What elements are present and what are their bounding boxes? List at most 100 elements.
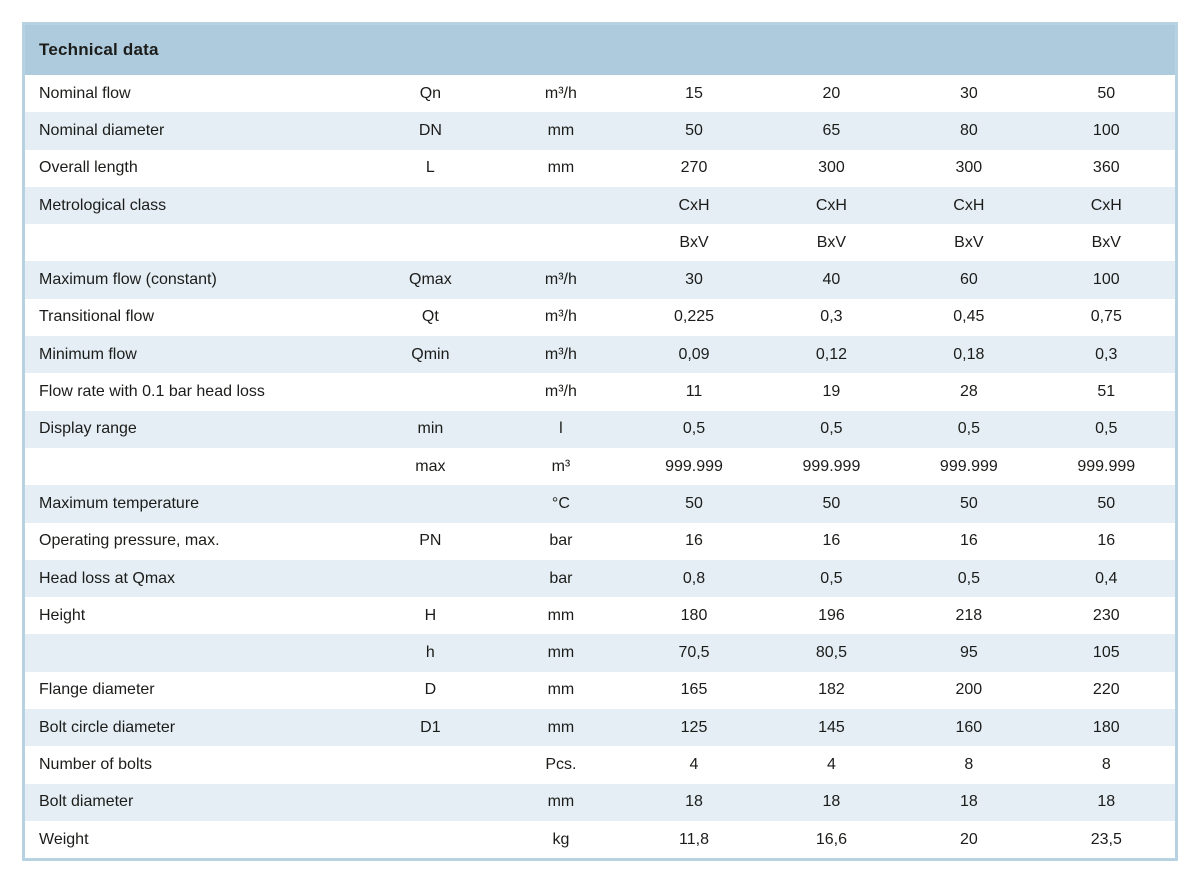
symbol-cell: [364, 373, 496, 410]
symbol-cell: Qmin: [411, 345, 450, 363]
value-cell: 4: [826, 755, 836, 773]
symbol-cell: Qt: [421, 308, 439, 326]
symbol-cell: D1: [420, 718, 441, 736]
symbol-cell: [364, 821, 496, 858]
value-cell: 0,5: [957, 569, 980, 587]
unit-cell: bar: [549, 569, 573, 587]
symbol-cell: [364, 746, 496, 783]
value-cell: 18: [959, 793, 978, 811]
param-name-cell: Metrological class: [39, 196, 167, 214]
value-cell: 999.999: [939, 457, 998, 475]
value-cell: 300: [955, 159, 983, 177]
table-row: Operating pressure, max. PN bar 16 16 16 16: [25, 522, 1175, 560]
value-cell: 0,5: [682, 420, 706, 438]
value-cell: 999.999: [802, 457, 861, 475]
value-cell: 8: [1101, 755, 1111, 773]
value-cell: 999.999: [1077, 457, 1136, 475]
param-name-cell: Bolt circle diameter: [39, 718, 176, 736]
value-cell: 196: [818, 606, 845, 624]
value-cell: BxV: [954, 233, 984, 251]
table-row: Display range min l 0,5 0,5 0,5 0,5: [25, 410, 1175, 448]
symbol-cell: [364, 224, 496, 261]
value-cell: 0,5: [820, 569, 843, 587]
param-name-cell: Maximum temperature: [39, 494, 200, 512]
unit-cell: m³/h: [544, 308, 577, 326]
unit-cell: [497, 224, 626, 261]
param-name-cell: Display range: [39, 420, 137, 438]
unit-cell: m³: [551, 457, 571, 475]
param-name-cell: [25, 224, 364, 261]
table-title: Technical data: [39, 40, 159, 59]
table-row: Head loss at Qmax bar 0,8 0,5 0,5 0,4: [25, 559, 1175, 598]
value-cell: 0,3: [1095, 345, 1118, 363]
value-cell: 30: [959, 84, 978, 102]
value-cell: CxH: [815, 196, 847, 214]
table-row: Flow rate with 0.1 bar head loss m³/h 11 19…: [25, 373, 1175, 411]
value-cell: 0,18: [953, 345, 985, 363]
unit-cell: mm: [547, 121, 575, 139]
unit-cell: mm: [547, 793, 575, 811]
value-cell: 4: [689, 755, 699, 773]
value-cell: 16: [685, 532, 703, 550]
param-name-cell: Minimum flow: [39, 345, 137, 363]
table-body: Nominal flow Qn m³/h 15 20 30 50 Nominal diamet…: [25, 75, 1175, 859]
value-cell: 200: [955, 681, 983, 699]
value-cell: 270: [680, 159, 708, 177]
value-cell: 220: [1092, 681, 1120, 699]
value-cell: 0,3: [820, 308, 843, 326]
value-cell: 218: [955, 606, 983, 624]
value-cell: 360: [1092, 159, 1120, 177]
value-cell: 18: [685, 793, 703, 811]
value-cell: 50: [959, 494, 978, 512]
unit-cell: l: [559, 420, 563, 438]
param-name-cell: Overall length: [39, 159, 138, 177]
value-cell: 8: [964, 755, 974, 773]
symbol-cell: L: [425, 159, 435, 177]
param-name-cell: Transitional flow: [39, 308, 155, 326]
technical-data-table: Technical data Nominal flow Qn m³/h 15 20 30 5…: [22, 22, 1178, 862]
symbol-cell: [364, 485, 496, 522]
value-cell: 300: [818, 159, 845, 177]
table-row: BxV BxV BxV BxV: [25, 224, 1175, 262]
table-row: Transitional flow Qt m³/h 0,225 0,3 0,45 0,75: [25, 298, 1175, 337]
table-row: h mm 70,5 80,5 95 105: [25, 634, 1175, 672]
param-name-cell: [25, 634, 364, 671]
value-cell: 0,225: [673, 308, 715, 326]
value-cell: 50: [685, 494, 703, 512]
value-cell: 50: [1097, 84, 1116, 102]
value-cell: 65: [822, 121, 841, 139]
param-name-cell: Flow rate with 0.1 bar head loss: [39, 383, 265, 401]
value-cell: 0,45: [953, 308, 985, 326]
param-name-cell: Nominal diameter: [39, 121, 165, 139]
value-cell: 0,75: [1090, 308, 1122, 326]
value-cell: 51: [1097, 383, 1116, 401]
value-cell: 28: [959, 383, 978, 401]
table-row: Maximum temperature °C 50 50 50 50: [25, 485, 1175, 523]
unit-cell: m³/h: [544, 84, 577, 102]
value-cell: 160: [955, 718, 983, 736]
table-row: Nominal diameter DN mm 50 65 80 100: [25, 112, 1175, 150]
value-cell: CxH: [678, 196, 710, 214]
value-cell: 16: [1097, 532, 1116, 550]
unit-cell: °C: [551, 494, 570, 512]
symbol-cell: [364, 784, 496, 821]
table-row: Nominal flow Qn m³/h 15 20 30 50: [25, 75, 1175, 113]
table-row: Metrological class CxH CxH CxH CxH: [25, 186, 1175, 225]
unit-cell: bar: [549, 532, 573, 550]
value-cell: 16: [959, 532, 978, 550]
unit-cell: mm: [547, 681, 575, 699]
value-cell: 19: [822, 383, 841, 401]
symbol-cell: max: [415, 457, 446, 475]
value-cell: 0,5: [1095, 420, 1118, 438]
value-cell: 50: [685, 121, 703, 139]
value-cell: 165: [680, 681, 708, 699]
value-cell: CxH: [953, 196, 985, 214]
value-cell: 0,5: [820, 420, 843, 438]
value-cell: BxV: [1091, 233, 1121, 251]
value-cell: 40: [822, 271, 841, 289]
value-cell: 0,8: [682, 569, 706, 587]
data-table: Nominal flow Qn m³/h 15 20 30 50 Nominal diamet…: [25, 75, 1175, 859]
